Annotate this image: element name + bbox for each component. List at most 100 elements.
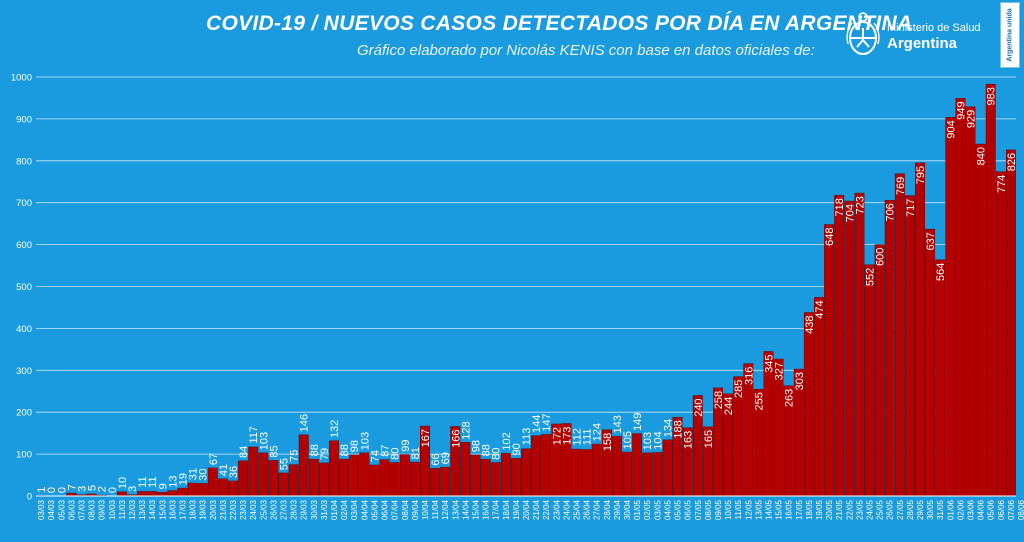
bar [228,480,238,497]
x-tick-label: 04/03 [47,499,56,520]
data-label: 717 [905,199,917,217]
data-label: 637 [925,232,937,250]
data-label: 11 [137,476,149,487]
data-label: 98 [349,440,361,452]
bar [147,491,158,497]
bar [965,106,976,497]
x-tick-label: 07/04 [391,499,400,520]
y-tick-label: 500 [16,282,32,293]
x-tick-label: 14/05 [764,499,773,520]
bar [1005,149,1016,497]
data-label: 19 [177,473,189,485]
data-label: 90 [511,443,523,455]
data-label: 74 [369,450,381,462]
x-tick-label: 30/05 [926,499,935,520]
data-label: 0 [56,487,68,493]
bar [925,228,936,497]
x-tick-label: 20/04 [522,499,531,520]
x-tick-label: 05/04 [370,499,379,520]
bar [177,487,188,497]
x-tick-label: 25/04 [573,499,582,520]
data-label: 149 [632,413,644,431]
data-label: 0 [107,487,119,493]
x-tick-label: 30/04 [623,499,632,520]
data-label: 144 [531,415,543,433]
bar [470,454,481,497]
x-tick-label: 24/05 [866,499,875,520]
bar [854,192,865,497]
data-label: 84 [238,446,250,458]
data-label: 88 [481,444,493,456]
x-tick-label: 22/03 [229,499,238,520]
bar [541,434,552,497]
bar [379,459,390,497]
x-tick-label: 04/05 [663,499,672,520]
x-tick-label: 21/04 [532,499,541,520]
bar [591,443,602,497]
x-tick-label: 19/03 [199,499,208,520]
bar [268,460,279,497]
data-label: 316 [743,367,755,385]
data-label: 2 [97,486,109,492]
data-label: 929 [966,110,978,128]
x-tick-label: 06/03 [67,499,76,520]
bar [995,171,1006,497]
x-tick-label: 11/04 [431,499,440,519]
data-label: 158 [602,433,614,451]
data-label: 949 [955,101,967,119]
argentina-seal-icon [846,12,880,55]
data-label: 103 [359,432,371,450]
bar [571,448,582,497]
argentina-unida-badge: Argentina unida [1000,2,1020,68]
data-label: 904 [945,120,957,138]
x-tick-label: 14/03 [148,499,157,520]
data-label: 163 [683,431,695,449]
x-tick-label: 10/05 [724,499,733,520]
x-tick-label: 03/05 [653,499,662,520]
x-tick-label: 21/05 [835,499,844,520]
data-label: 3 [76,486,88,492]
data-label: 5 [87,485,99,491]
x-tick-label: 06/04 [381,499,390,520]
bar [460,442,471,497]
data-label: 255 [753,392,765,410]
data-label: 132 [329,420,341,438]
x-tick-label: 13/04 [451,499,460,520]
x-tick-label: 01/05 [633,499,642,520]
x-tick-label: 14/04 [461,499,470,520]
x-tick-label: 19/05 [815,499,824,520]
x-tick-label: 04/04 [360,499,369,520]
chart-title: COVID-19 / NUEVOS CASOS DETECTADOS POR D… [206,12,913,35]
x-tick-label: 08/03 [88,499,97,520]
ministry-logo: Ministerio de Salud Argentina [843,10,993,64]
data-label: 552 [865,268,877,286]
bar [258,452,269,497]
data-label: 113 [521,428,533,446]
x-tick-label: 15/03 [158,499,167,520]
x-tick-label: 02/05 [643,499,652,520]
bar [339,458,350,497]
bar [318,462,329,497]
x-tick-label: 09/05 [714,499,723,520]
data-label: 3 [127,486,139,492]
bar [510,458,521,497]
bar [652,452,663,497]
bar [955,98,966,497]
bar [864,264,875,497]
data-label: 98 [470,440,482,452]
x-tick-label: 09/04 [411,499,420,520]
data-label: 285 [733,380,745,398]
x-tick-label: 13/03 [138,499,147,520]
data-label: 13 [167,476,179,488]
x-tick-label: 05/03 [57,499,66,520]
x-tick-label: 27/04 [593,499,602,520]
bar [844,200,855,497]
y-tick-label: 400 [16,324,32,335]
bar [824,224,835,497]
x-tick-label: 04/06 [977,499,986,520]
y-tick-label: 200 [16,408,32,419]
data-label: 7 [66,484,78,490]
data-label: 31 [188,468,200,480]
data-label: 704 [844,204,856,222]
